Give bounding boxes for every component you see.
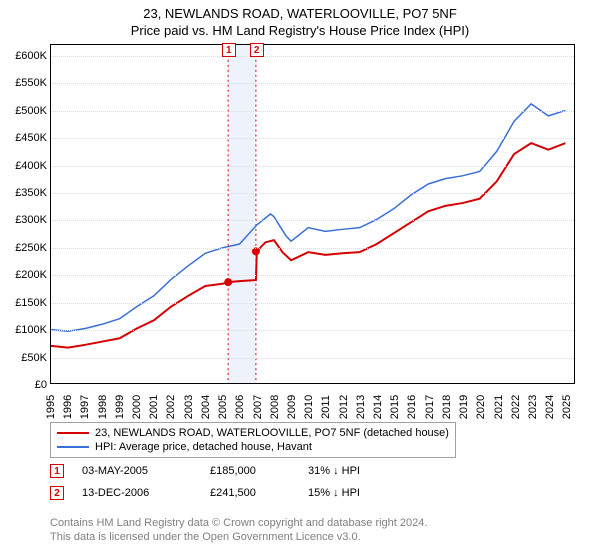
legend-label: 23, NEWLANDS ROAD, WATERLOOVILLE, PO7 5N… xyxy=(95,427,449,439)
sale-price: £241,500 xyxy=(210,487,290,499)
ytick-label: £200K xyxy=(15,269,47,281)
ytick-label: £600K xyxy=(15,50,47,62)
xtick-label: 2015 xyxy=(389,395,401,419)
xtick-label: 2017 xyxy=(424,395,436,419)
xtick-label: 2018 xyxy=(441,395,453,419)
ytick-label: £150K xyxy=(15,297,47,309)
page-subtitle: Price paid vs. HM Land Registry's House … xyxy=(0,21,600,42)
sale-pct: 31% ↓ HPI xyxy=(308,465,388,477)
xtick-label: 1996 xyxy=(62,395,74,419)
xtick-label: 2001 xyxy=(148,395,160,419)
sale-date: 03-MAY-2005 xyxy=(82,465,192,477)
xtick-label: 2011 xyxy=(320,395,332,419)
sale-pct: 15% ↓ HPI xyxy=(308,487,388,499)
gridline xyxy=(51,166,574,167)
footer-line1: Contains HM Land Registry data © Crown c… xyxy=(50,516,427,530)
xtick-label: 2012 xyxy=(338,395,350,419)
gridline xyxy=(51,330,574,331)
sale-price: £185,000 xyxy=(210,465,290,477)
xtick-label: 2000 xyxy=(131,395,143,419)
legend: 23, NEWLANDS ROAD, WATERLOOVILLE, PO7 5N… xyxy=(50,422,456,458)
xtick-label: 2013 xyxy=(355,395,367,419)
chart-container: 23, NEWLANDS ROAD, WATERLOOVILLE, PO7 5N… xyxy=(0,0,600,560)
ytick-label: £300K xyxy=(15,214,47,226)
ytick-label: £450K xyxy=(15,132,47,144)
xtick-label: 1995 xyxy=(45,395,57,419)
ytick-label: £0 xyxy=(35,379,47,391)
xtick-label: 2025 xyxy=(561,395,573,419)
xtick-label: 1999 xyxy=(114,395,126,419)
series-red xyxy=(51,143,565,347)
xtick-label: 2024 xyxy=(544,395,556,419)
legend-swatch xyxy=(57,432,89,434)
xtick-label: 2008 xyxy=(269,395,281,419)
xtick-label: 2022 xyxy=(510,395,522,419)
ytick-label: £350K xyxy=(15,187,47,199)
sale-marker: 1 xyxy=(50,464,64,478)
gridline xyxy=(51,193,574,194)
gridline xyxy=(51,83,574,84)
xtick-label: 2010 xyxy=(303,395,315,419)
xtick-label: 2020 xyxy=(475,395,487,419)
xtick-label: 2019 xyxy=(458,395,470,419)
xtick-label: 1997 xyxy=(79,395,91,419)
page-title: 23, NEWLANDS ROAD, WATERLOOVILLE, PO7 5N… xyxy=(0,0,600,21)
ytick-label: £550K xyxy=(15,77,47,89)
xtick-label: 2021 xyxy=(493,395,505,419)
gridline xyxy=(51,220,574,221)
legend-swatch xyxy=(57,446,89,448)
gridline xyxy=(51,138,574,139)
sale-marker: 2 xyxy=(50,486,64,500)
xtick-label: 2004 xyxy=(200,395,212,419)
gridline xyxy=(51,303,574,304)
marker-label: 2 xyxy=(250,43,264,57)
chart-plot-area: £0£50K£100K£150K£200K£250K£300K£350K£400… xyxy=(50,44,575,384)
ytick-label: £100K xyxy=(15,324,47,336)
footer: Contains HM Land Registry data © Crown c… xyxy=(50,516,427,545)
xtick-label: 2002 xyxy=(165,395,177,419)
xtick-label: 2009 xyxy=(286,395,298,419)
gridline xyxy=(51,275,574,276)
marker-label: 1 xyxy=(222,43,236,57)
chart-svg xyxy=(51,45,574,383)
gridline xyxy=(51,358,574,359)
sale-date: 13-DEC-2006 xyxy=(82,487,192,499)
sale-row: 2 13-DEC-2006 £241,500 15% ↓ HPI xyxy=(50,486,388,500)
legend-label: HPI: Average price, detached house, Hava… xyxy=(95,441,312,453)
sale-row: 1 03-MAY-2005 £185,000 31% ↓ HPI xyxy=(50,464,388,478)
xtick-label: 2023 xyxy=(527,395,539,419)
xtick-label: 2007 xyxy=(252,395,264,419)
legend-item: 23, NEWLANDS ROAD, WATERLOOVILLE, PO7 5N… xyxy=(57,426,449,440)
xtick-label: 2005 xyxy=(217,395,229,419)
ytick-label: £250K xyxy=(15,242,47,254)
footer-line2: This data is licensed under the Open Gov… xyxy=(50,530,427,544)
gridline xyxy=(51,111,574,112)
legend-item: HPI: Average price, detached house, Hava… xyxy=(57,440,449,454)
xtick-label: 2006 xyxy=(234,395,246,419)
ytick-label: £50K xyxy=(21,352,47,364)
xtick-label: 1998 xyxy=(97,395,109,419)
xtick-label: 2016 xyxy=(406,395,418,419)
xtick-label: 2014 xyxy=(372,395,384,419)
ytick-label: £500K xyxy=(15,105,47,117)
gridline xyxy=(51,56,574,57)
xtick-label: 2003 xyxy=(183,395,195,419)
gridline xyxy=(51,248,574,249)
ytick-label: £400K xyxy=(15,160,47,172)
